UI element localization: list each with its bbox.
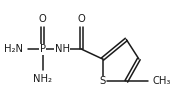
Text: NH₂: NH₂	[33, 74, 52, 84]
Text: H₂N: H₂N	[4, 44, 23, 54]
Text: P: P	[39, 44, 46, 54]
Text: S: S	[99, 76, 106, 86]
Text: NH: NH	[55, 44, 70, 54]
Text: O: O	[39, 14, 46, 24]
Text: O: O	[78, 14, 85, 24]
Text: CH₃: CH₃	[153, 76, 171, 86]
